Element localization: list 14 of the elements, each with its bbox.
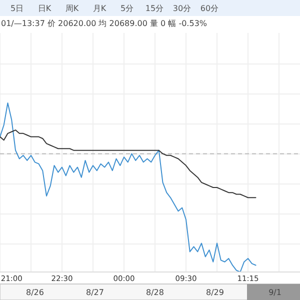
text: 8/26 xyxy=(26,288,44,297)
text: 月K xyxy=(92,4,107,13)
text: 8/27 xyxy=(86,288,104,297)
text: 15分 xyxy=(145,4,164,13)
text: 周K xyxy=(65,4,80,13)
text: 5分 xyxy=(120,4,134,13)
chart-subtitle: 01/—13:37 价 20620.00 均 20689.00 量 0 幅 -0.53% xyxy=(1,19,208,28)
text: 30分 xyxy=(172,4,192,13)
text: 5日 xyxy=(10,4,24,13)
text: 8/29 xyxy=(206,288,224,297)
text: 9/1 xyxy=(268,288,282,297)
text: 60分 xyxy=(200,4,219,13)
text: 日K xyxy=(38,4,52,13)
text: 8/28 xyxy=(146,288,164,297)
